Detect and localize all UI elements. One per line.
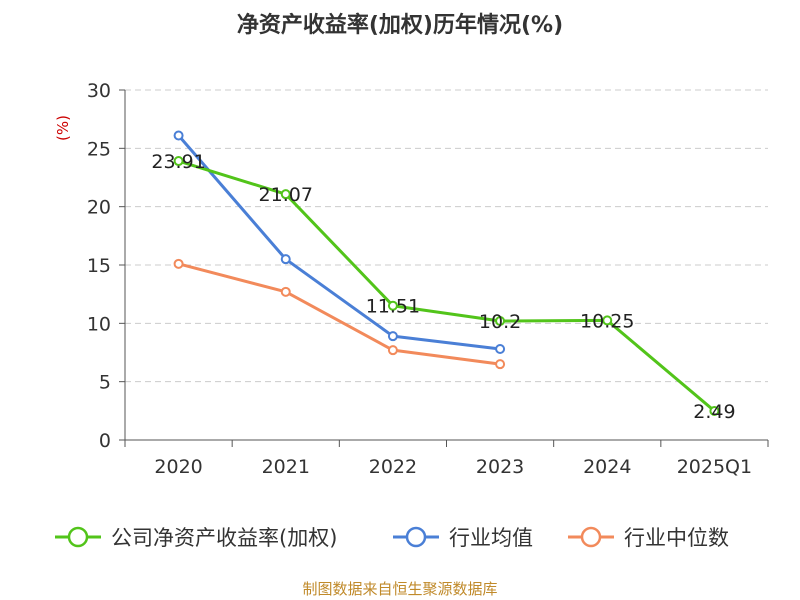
gridlines <box>125 89 768 383</box>
y-tick-label: 20 <box>87 197 111 219</box>
data-label: 2.49 <box>693 401 735 423</box>
data-point <box>173 130 184 141</box>
x-tick-label: 2020 <box>154 456 202 478</box>
y-tick-label: 30 <box>87 80 111 102</box>
source-note: 制图数据来自恒生聚源数据库 <box>302 580 497 598</box>
y-tick-label: 0 <box>99 430 111 452</box>
data-point <box>280 254 291 265</box>
y-tick-label: 5 <box>99 372 111 394</box>
axes: 0 5 10 15 20 25 30 2020 2021 2022 2023 2024 2025Q1 <box>87 80 769 478</box>
x-tick-label: 2025Q1 <box>677 456 752 478</box>
data-point <box>495 344 506 354</box>
legend-marker <box>580 526 602 548</box>
data-label: 23.91 <box>151 151 205 173</box>
data-label: 21.07 <box>259 184 313 206</box>
x-tick-label: 2022 <box>369 456 417 478</box>
y-axis-unit: (%) <box>54 115 72 141</box>
data-point <box>709 405 720 416</box>
data-point <box>387 331 398 342</box>
data-point <box>173 258 184 269</box>
series-line <box>178 159 716 413</box>
legend-label: 行业均值 <box>449 526 533 550</box>
data-point <box>280 189 291 200</box>
data-point <box>495 316 506 326</box>
data-point <box>280 286 291 297</box>
chart-title: 净资产收益率(加权)历年情况(%) <box>237 12 563 38</box>
y-tick-label: 25 <box>87 138 111 160</box>
legend: 公司净资产收益率(加权) 行业均值 行业中位数 <box>55 526 729 550</box>
x-tick-label: 2024 <box>583 456 631 478</box>
data-point <box>173 156 184 167</box>
series-line <box>177 134 501 351</box>
data-label: 10.2 <box>479 311 521 333</box>
data-label: 10.25 <box>580 310 634 332</box>
legend-marker <box>405 526 427 548</box>
data-point <box>387 300 398 311</box>
data-point <box>495 359 506 370</box>
data-label: 11.51 <box>366 296 420 318</box>
data-point <box>602 315 613 326</box>
x-tick-label: 2021 <box>262 456 310 478</box>
legend-label: 公司净资产收益率(加权) <box>111 526 337 550</box>
y-tick-label: 15 <box>87 255 111 277</box>
series-line <box>178 262 501 366</box>
legend-label: 行业中位数 <box>624 526 729 550</box>
series-lines <box>173 130 720 416</box>
data-labels: 23.91 21.07 11.51 10.2 10.25 2.49 <box>151 151 735 423</box>
x-tick-label: 2023 <box>476 456 524 478</box>
data-point <box>387 345 398 356</box>
y-tick-label: 10 <box>87 313 111 335</box>
legend-marker <box>67 526 89 548</box>
